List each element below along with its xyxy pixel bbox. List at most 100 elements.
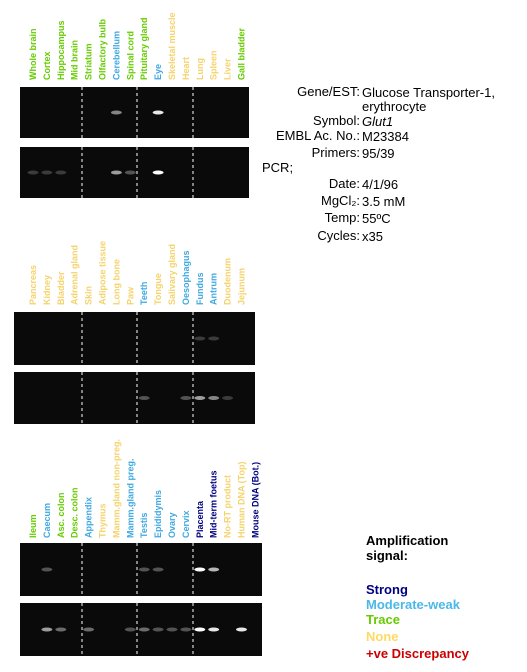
lane-label: Testis [139, 513, 149, 538]
info-value: 3.5 mM [362, 194, 406, 209]
lane-label: Liver [223, 58, 233, 80]
legend-item: Strong [366, 582, 408, 597]
info-label: Temp: [324, 210, 360, 225]
info-label: Primers: [311, 145, 360, 160]
gel [20, 147, 249, 198]
band [83, 627, 95, 632]
legend-item: Trace [366, 612, 400, 627]
lane-label: Desc. colon [70, 487, 80, 538]
band [208, 627, 220, 632]
gel [20, 87, 249, 138]
info-value: Glut1 [362, 114, 394, 129]
lane-label: Spleen [209, 50, 219, 80]
band [152, 627, 164, 632]
band [208, 336, 220, 341]
lane-label: Spinal cord [125, 31, 135, 80]
band [124, 170, 136, 175]
lane-label: Cerebellum [111, 31, 121, 80]
band [41, 567, 53, 572]
band [55, 170, 67, 175]
lane-label: Teeth [139, 282, 149, 305]
lane-label: Adipose tissue [98, 241, 108, 305]
lane-label: Skin [84, 286, 94, 305]
lane-label: No-RT product [223, 475, 233, 538]
lane-label: Mouse DNA (Bot.) [250, 462, 260, 538]
band [110, 110, 122, 115]
legend-item: None [366, 629, 399, 644]
lane-label: Fundus [195, 273, 205, 306]
lane-label: Tongue [153, 273, 163, 305]
lane-label: Placenta [195, 500, 205, 538]
lane-label: Adrenal gland [70, 245, 80, 305]
band [194, 627, 206, 632]
legend-item: Moderate-weak [366, 597, 460, 612]
band [152, 567, 164, 572]
lane-label: Whole brain [28, 29, 38, 81]
lane-label: Skeletal muscle [167, 12, 177, 80]
band [41, 170, 53, 175]
band [222, 396, 234, 400]
lane-label: Oesophagus [181, 250, 191, 305]
band [208, 396, 220, 400]
band [124, 627, 136, 632]
band [138, 567, 150, 572]
info-label: MgCl₂: [321, 193, 360, 208]
band [41, 627, 53, 632]
lane-label: Bladder [56, 271, 66, 305]
info-value: M23384 [362, 129, 409, 144]
lane-label: Gall bladder [237, 27, 247, 80]
band [194, 336, 206, 341]
lane-label: Asc. colon [56, 492, 66, 538]
lane-label: Pancreas [28, 265, 38, 305]
lane-label: Mid-term foetus [209, 471, 219, 539]
lane-label: Ileum [28, 514, 38, 538]
info-value: Glucose Transporter-1, erythrocyte [362, 85, 495, 114]
lane-label: Human DNA (Top) [237, 462, 247, 539]
info-value: 55ºC [362, 211, 391, 226]
lane-label: Antrum [209, 273, 219, 305]
band [27, 170, 39, 175]
lane-label: Kidney [42, 275, 52, 305]
lane-label: Eye [153, 64, 163, 80]
pcr-heading: PCR; [262, 160, 294, 175]
lane-label: Salivary gland [167, 244, 177, 305]
lane-label: Cervix [181, 510, 191, 538]
info-value: 4/1/96 [362, 177, 399, 192]
legend-item: +ve Discrepancy [366, 646, 469, 661]
info-value: x35 [362, 229, 383, 244]
band [180, 627, 192, 632]
lane-label: Pituitary gland [139, 17, 149, 80]
legend-title: Amplification signal: [366, 533, 449, 563]
lane-label: Olfactory bulb [98, 18, 108, 80]
lane-label: Duodenum [223, 258, 233, 305]
lane-label: Cortex [42, 51, 52, 80]
gel [14, 312, 255, 365]
lane-label: Heart [181, 57, 191, 80]
lane-label: Appendix [84, 497, 94, 538]
band [180, 396, 192, 400]
info-label: Symbol: [313, 113, 360, 128]
band [138, 396, 150, 400]
info-label: EMBL Ac. No.: [275, 128, 360, 143]
band [194, 396, 206, 400]
lane-label: Jejunum [237, 268, 247, 305]
lane-label: Caecum [42, 503, 52, 538]
info-label: Cycles: [317, 228, 360, 243]
lane-label: Long bone [111, 259, 121, 305]
band [166, 627, 178, 632]
lane-label: Mid brain [70, 40, 80, 80]
lane-label: Ovary [167, 512, 177, 538]
info-label: Date: [328, 176, 360, 191]
lane-label: Paw [125, 286, 135, 305]
lane-label: Epididymis [153, 490, 163, 538]
lane-label: Lung [195, 58, 205, 80]
info-label: Gene/EST: [297, 84, 360, 99]
band [194, 567, 206, 572]
gel [20, 603, 262, 656]
band [152, 170, 164, 175]
band [110, 170, 122, 175]
band [152, 110, 164, 115]
lane-label: Striatum [84, 43, 94, 80]
